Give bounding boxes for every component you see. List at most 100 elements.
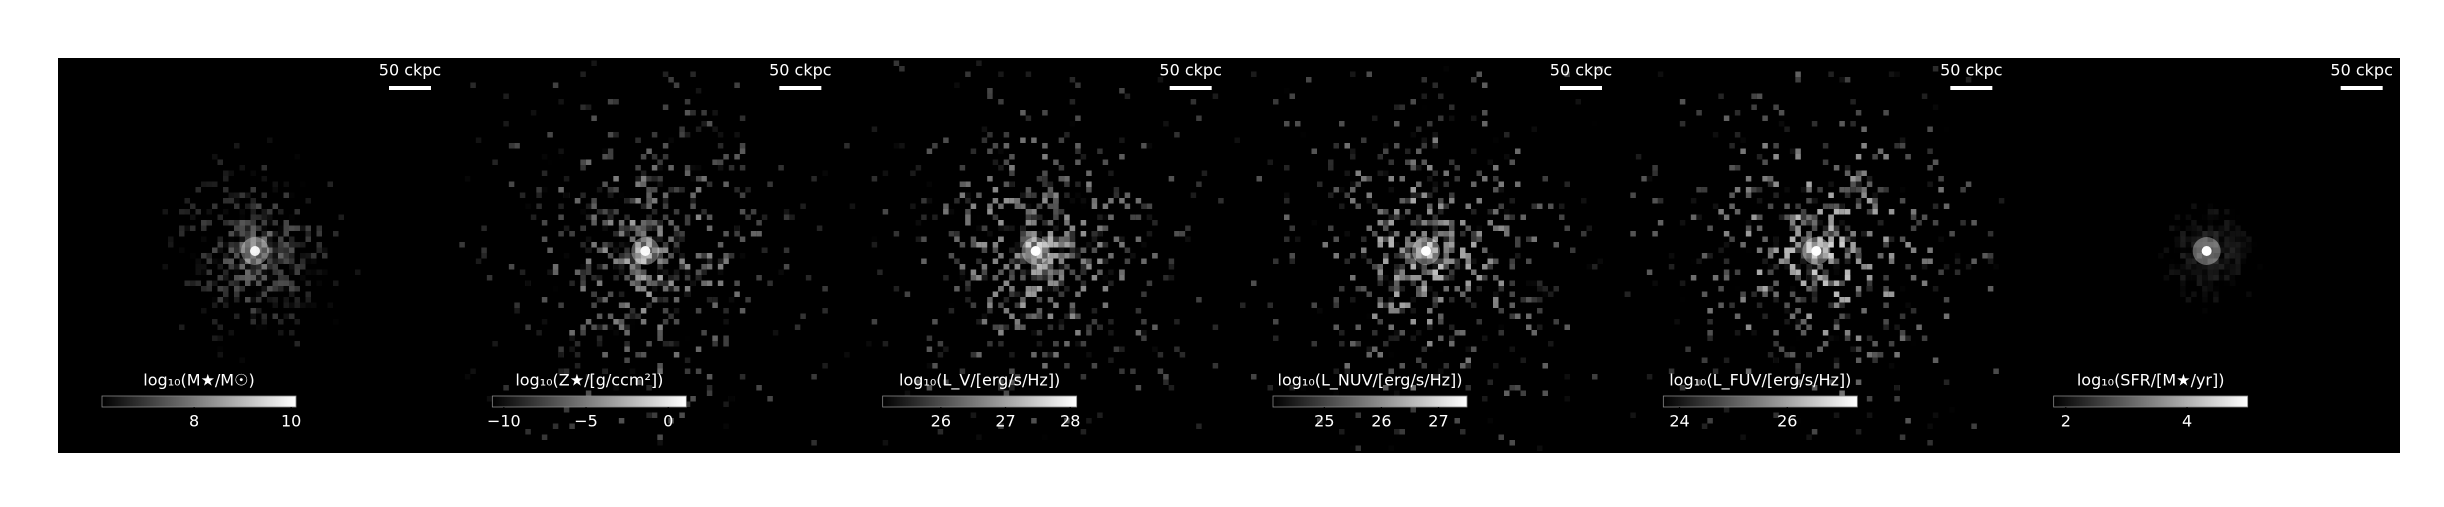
pixel	[1421, 269, 1427, 275]
pixel	[607, 313, 614, 319]
pixel	[1767, 181, 1774, 187]
pixel	[1058, 291, 1065, 297]
pixel	[1416, 214, 1422, 220]
pixel	[1069, 225, 1076, 231]
pixel	[1707, 308, 1713, 314]
pixel	[1328, 165, 1334, 171]
pixel	[1723, 275, 1730, 281]
pixel	[283, 302, 289, 308]
pixel	[1047, 231, 1054, 237]
pixel	[1723, 407, 1730, 413]
pixel	[1273, 335, 1279, 341]
pixel	[1064, 363, 1070, 369]
pixel	[1597, 66, 1603, 72]
pixel	[646, 198, 652, 204]
pixel	[1471, 258, 1477, 264]
pixel	[278, 247, 284, 253]
pixel	[267, 231, 273, 237]
colorbar	[882, 395, 1078, 408]
pixel	[1333, 236, 1339, 242]
pixel	[1410, 335, 1416, 341]
pixel	[943, 379, 949, 385]
pixel	[1141, 242, 1147, 248]
pixel	[2229, 275, 2236, 281]
pixel	[206, 269, 212, 275]
pixel	[1410, 198, 1416, 204]
pixel	[1756, 154, 1763, 160]
pixel	[1800, 187, 1807, 193]
pixel	[2196, 236, 2203, 242]
pixel	[1476, 286, 1482, 292]
pixel	[1091, 198, 1098, 204]
pixel	[1844, 209, 1851, 215]
pixel	[1454, 264, 1460, 270]
pixel	[1366, 198, 1372, 204]
pixel	[1080, 203, 1087, 209]
pixel	[256, 203, 262, 209]
pixel	[486, 275, 493, 281]
pixel	[1795, 418, 1801, 424]
pixel	[1811, 269, 1818, 275]
pixel	[1108, 214, 1114, 220]
pixel	[695, 346, 702, 352]
pixel	[195, 264, 201, 270]
pixel	[1344, 143, 1350, 149]
pixel	[679, 126, 685, 132]
pixel	[1905, 154, 1911, 160]
pixel	[1811, 297, 1818, 303]
pixel	[574, 225, 581, 231]
pixel	[1432, 214, 1438, 220]
pixel	[1377, 242, 1383, 248]
pixel	[2185, 297, 2192, 303]
pixel	[541, 236, 548, 242]
pixel	[1899, 286, 1906, 292]
pixel	[1410, 286, 1416, 292]
pixel	[2196, 247, 2203, 253]
pixel	[728, 297, 735, 303]
pixel	[701, 280, 707, 286]
pixel	[1289, 258, 1295, 264]
pixel	[2207, 236, 2214, 242]
pixel	[2213, 231, 2219, 237]
pixel	[1795, 297, 1801, 303]
pixel	[1696, 258, 1702, 264]
pixel	[1080, 286, 1087, 292]
pixel	[1828, 203, 1834, 209]
pixel	[1745, 231, 1752, 237]
pixel	[1493, 258, 1499, 264]
pixel	[1427, 308, 1433, 314]
pixel	[1047, 297, 1054, 303]
pixel	[1091, 275, 1098, 281]
pixel	[646, 148, 652, 154]
pixel	[1800, 220, 1807, 226]
pixel	[267, 236, 273, 242]
pixel	[1537, 308, 1543, 314]
pixel	[1850, 99, 1856, 105]
pixel	[1036, 214, 1043, 220]
pixel	[970, 269, 977, 275]
pixel	[1833, 302, 1840, 308]
pixel	[1086, 330, 1092, 336]
pixel	[640, 170, 647, 176]
pixel	[640, 203, 647, 209]
pixel	[976, 258, 982, 264]
pixel	[261, 253, 267, 259]
pixel	[1042, 170, 1048, 176]
pixel	[2218, 253, 2225, 259]
pixel	[684, 99, 691, 105]
pixel	[1366, 225, 1372, 231]
pixel	[1377, 209, 1383, 215]
pixel	[481, 247, 487, 253]
pixel	[1465, 253, 1471, 259]
pixel	[2174, 214, 2181, 220]
pixel	[206, 253, 212, 259]
pixel	[959, 275, 966, 281]
pixel	[245, 242, 251, 248]
pixel	[228, 247, 234, 253]
pixel	[1833, 335, 1840, 341]
pixel	[239, 214, 245, 220]
pixel	[2229, 264, 2236, 270]
pixel	[1855, 181, 1862, 187]
pixel	[1091, 247, 1098, 253]
pixel	[294, 286, 300, 292]
